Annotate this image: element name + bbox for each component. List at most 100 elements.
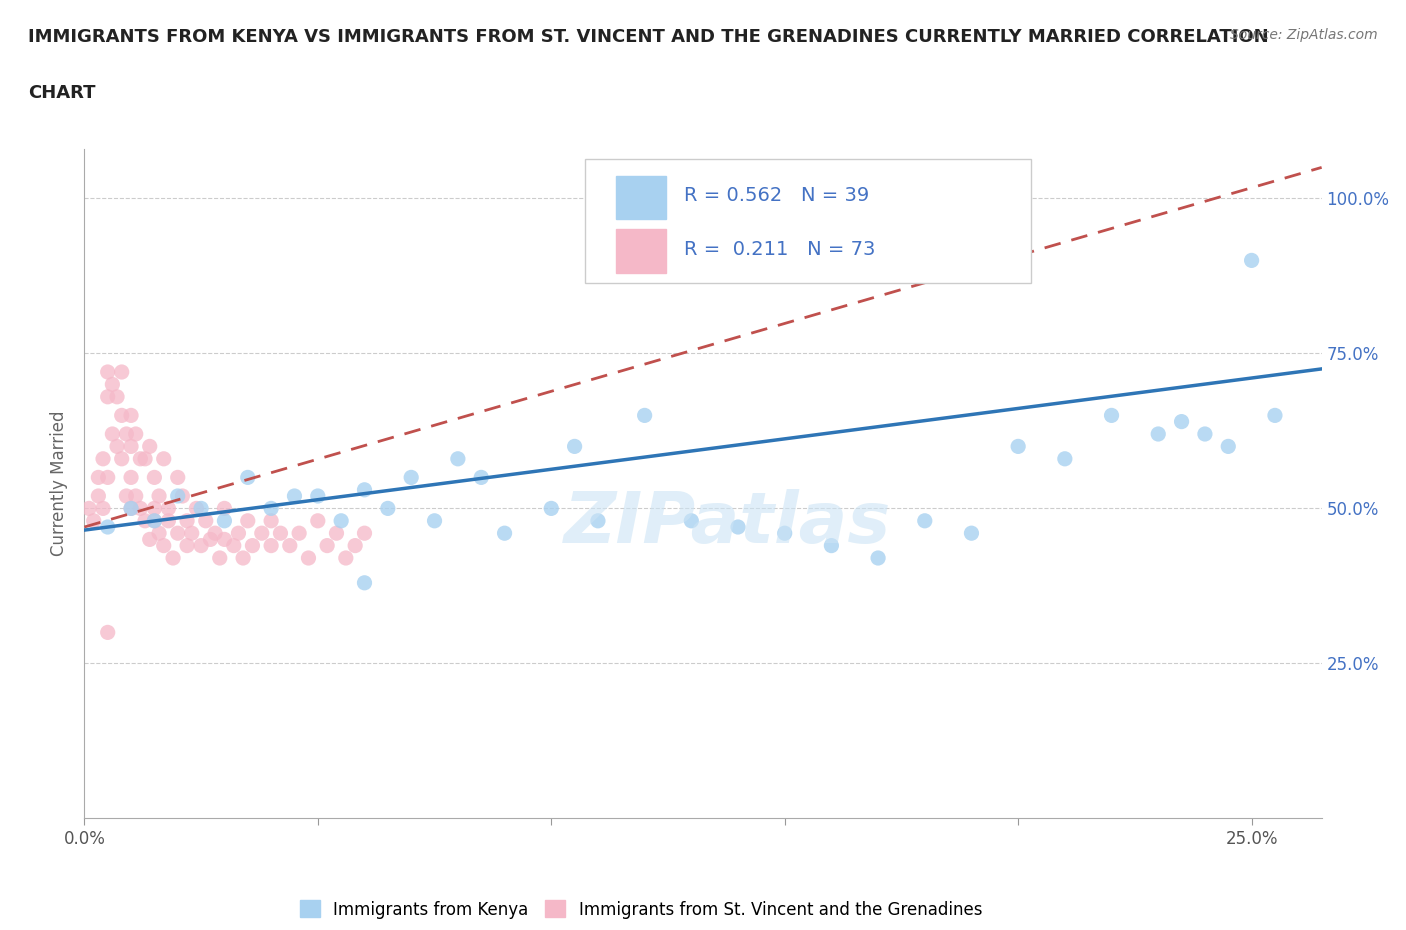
Point (208, 551, 231, 565)
Point (236, 513, 259, 528)
Point (120, 470, 142, 485)
Text: Source: ZipAtlas.com: Source: ZipAtlas.com (1230, 28, 1378, 42)
Point (143, 501, 166, 516)
Point (138, 439, 160, 454)
Point (288, 525, 311, 540)
Point (470, 470, 492, 485)
Point (166, 488, 188, 503)
Point (344, 538, 367, 553)
Point (172, 488, 194, 503)
Point (97, 390, 120, 405)
Point (186, 501, 208, 516)
Y-axis label: Currently Married: Currently Married (51, 411, 69, 556)
Point (353, 483, 375, 498)
Point (97, 470, 120, 485)
Point (214, 532, 236, 547)
Point (101, 427, 124, 442)
Point (283, 488, 305, 503)
Point (125, 488, 148, 503)
Point (157, 501, 180, 516)
Point (250, 525, 273, 540)
Text: R = 0.562   N = 39: R = 0.562 N = 39 (685, 186, 870, 206)
Point (190, 501, 212, 516)
Point (148, 525, 170, 540)
Text: R =  0.211   N = 73: R = 0.211 N = 73 (685, 240, 876, 259)
Point (228, 525, 250, 540)
Point (120, 408, 142, 423)
Point (162, 551, 184, 565)
Point (83, 513, 105, 528)
Point (134, 451, 156, 466)
Point (260, 538, 283, 553)
Point (204, 525, 226, 540)
Point (214, 513, 236, 528)
Text: ZIPatlas: ZIPatlas (564, 489, 891, 558)
Point (120, 439, 142, 454)
Point (101, 377, 124, 392)
Text: CHART: CHART (28, 84, 96, 101)
Point (129, 451, 152, 466)
Text: IMMIGRANTS FROM KENYA VS IMMIGRANTS FROM ST. VINCENT AND THE GRENADINES CURRENTL: IMMIGRANTS FROM KENYA VS IMMIGRANTS FROM… (28, 28, 1268, 46)
Point (115, 427, 138, 442)
Point (97, 520, 120, 535)
Point (232, 551, 254, 565)
Point (222, 538, 245, 553)
Point (1007, 439, 1029, 454)
Point (143, 470, 166, 485)
Point (115, 488, 138, 503)
Point (138, 532, 160, 547)
Point (77, 501, 100, 516)
Point (111, 408, 134, 423)
Point (564, 439, 586, 454)
Bar (616, 229, 666, 272)
Point (307, 513, 329, 528)
Point (353, 525, 375, 540)
Point (105, 439, 128, 454)
Point (307, 488, 329, 503)
Point (111, 365, 134, 379)
FancyBboxPatch shape (585, 159, 1031, 283)
Point (157, 513, 180, 528)
Point (120, 501, 142, 516)
Point (727, 520, 749, 535)
Point (91, 451, 114, 466)
Point (297, 551, 319, 565)
Point (820, 538, 842, 553)
Point (260, 513, 283, 528)
Point (152, 538, 174, 553)
Point (97, 625, 120, 640)
Point (214, 501, 236, 516)
Point (494, 525, 516, 540)
Point (1147, 427, 1170, 442)
Point (269, 525, 291, 540)
Point (166, 470, 188, 485)
Point (97, 365, 120, 379)
Point (125, 427, 148, 442)
Point (176, 513, 198, 528)
Point (143, 513, 166, 528)
Point (868, 551, 890, 565)
Point (316, 538, 339, 553)
Point (399, 470, 422, 485)
Point (773, 525, 796, 540)
Point (278, 538, 301, 553)
Point (87, 488, 110, 503)
Point (681, 513, 703, 528)
Point (200, 532, 222, 547)
Point (105, 390, 128, 405)
Point (236, 470, 259, 485)
Point (1194, 427, 1216, 442)
Point (1101, 408, 1123, 423)
Point (190, 538, 212, 553)
Point (330, 513, 353, 528)
Point (152, 451, 174, 466)
Point (1264, 408, 1286, 423)
Point (129, 501, 152, 516)
Point (166, 525, 188, 540)
Legend: Immigrants from Kenya, Immigrants from St. Vincent and the Grenadines: Immigrants from Kenya, Immigrants from S… (294, 894, 988, 925)
Point (87, 470, 110, 485)
Point (914, 513, 936, 528)
Point (143, 513, 166, 528)
Point (1053, 451, 1076, 466)
Point (423, 513, 446, 528)
